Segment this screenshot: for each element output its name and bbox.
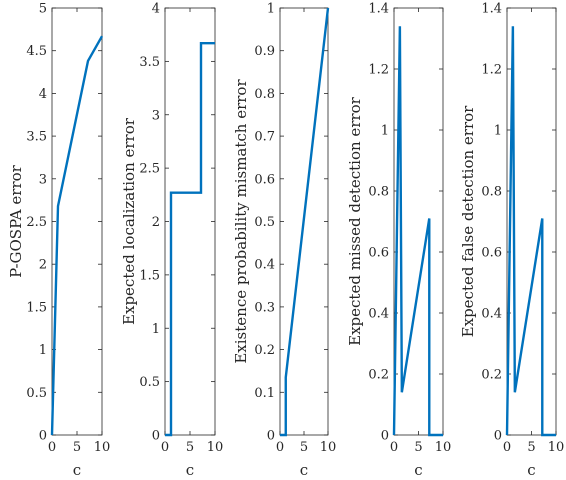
y-axis-label: Expected localization error (120, 117, 138, 325)
y-axis-label: P-GOSPA error (7, 164, 25, 277)
y-tick-label: 1.4 (368, 2, 389, 17)
x-tick-label: 5 (414, 440, 422, 455)
series-line (50, 35, 104, 436)
y-tick-label: 1 (152, 322, 160, 337)
y-tick-label: 4.5 (26, 44, 47, 59)
y-tick-label: 0.2 (481, 368, 502, 383)
subplot-4: 0 0.2 0.4 0.6 0.8 1 1.2 1.4 0 5 10 c Expected missed… (346, 2, 451, 480)
series-line (165, 42, 215, 437)
y-axis-label: Expected missed detection error (346, 96, 364, 346)
y-tick-label: 0.2 (254, 343, 275, 358)
y-tick-label: 1.2 (481, 63, 502, 78)
series-line (505, 26, 556, 437)
y-tick-label: 2 (39, 258, 47, 273)
y-tick-label: 0.3 (254, 300, 275, 315)
y-tick-label: 0.4 (368, 307, 389, 322)
x-tick-label: 10 (435, 440, 452, 455)
subplot-5: 0 0.2 0.4 0.6 0.8 1 1.2 1.4 0 5 10 c Expected false … (459, 2, 564, 480)
y-tick-label: 0.8 (368, 185, 389, 200)
axes-box (164, 7, 216, 436)
y-tick-label: 0.4 (254, 258, 275, 273)
y-tick-label: 0 (381, 429, 389, 444)
y-tick-label: 0.8 (254, 87, 275, 102)
y-tick-label: 4 (152, 2, 160, 17)
x-tick-label: 0 (48, 440, 56, 455)
y-tick-label: 0.5 (26, 386, 47, 401)
y-tick-label: 5 (39, 2, 47, 17)
x-tick-label: 0 (161, 440, 169, 455)
x-tick-label: 5 (527, 440, 535, 455)
y-axis-label: Existence probability mismatch error (232, 79, 250, 364)
y-tick-label: 0.8 (481, 185, 502, 200)
series-line (280, 7, 330, 437)
subplot-2: 0 0.5 1 1.5 2 2.5 3 3.5 4 0 5 10 c Expected localizat… (120, 2, 223, 480)
x-tick-label: 5 (186, 440, 194, 455)
y-tick-label: 3.5 (26, 130, 47, 145)
x-axis-label: c (527, 461, 535, 479)
x-axis-label: c (73, 461, 81, 479)
y-tick-label: 0.6 (254, 172, 275, 187)
x-axis-label: c (186, 461, 194, 479)
x-tick-label: 0 (390, 440, 398, 455)
x-tick-label: 0 (503, 440, 511, 455)
series-line (392, 26, 443, 437)
y-axis-label: Expected false detection error (459, 105, 477, 338)
y-tick-label: 0.6 (368, 246, 389, 261)
x-tick-label: 0 (276, 440, 284, 455)
x-tick-label: 10 (207, 440, 224, 455)
y-tick-label: 1.5 (26, 300, 47, 315)
y-tick-label: 1.2 (368, 63, 389, 78)
x-tick-label: 10 (94, 440, 111, 455)
y-tick-label: 1 (494, 124, 502, 139)
y-tick-label: 1.5 (139, 268, 160, 283)
y-tick-label: 2 (152, 215, 160, 230)
y-tick-label: 0 (152, 429, 160, 444)
y-tick-label: 0.6 (481, 246, 502, 261)
y-tick-label: 1 (267, 2, 275, 17)
y-tick-label: 1.4 (481, 2, 502, 17)
y-tick-label: 0 (267, 429, 275, 444)
subplot-3: 00.10.20.30.40.50.60.70.80.910 5 10cExiste… (232, 2, 336, 480)
y-tick-label: 3 (152, 108, 160, 123)
y-tick-label: 3.5 (139, 55, 160, 70)
y-tick-label: 0.9 (254, 44, 275, 59)
y-tick-label: 0.2 (368, 368, 389, 383)
y-tick-label: 2.5 (26, 215, 47, 230)
y-tick-label: 0.5 (254, 215, 275, 230)
y-tick-label: 0.7 (254, 130, 275, 145)
x-axis-label: c (414, 461, 422, 479)
y-tick-label: 0 (494, 429, 502, 444)
y-tick-label: 0 (39, 429, 47, 444)
axes-box (51, 7, 103, 436)
x-axis-label: c (300, 461, 308, 479)
y-tick-label: 3 (39, 172, 47, 187)
y-tick-label: 1 (39, 343, 47, 358)
y-tick-label: 0.5 (139, 375, 160, 390)
x-tick-label: 10 (320, 440, 337, 455)
y-tick-label: 2.5 (139, 162, 160, 177)
y-tick-label: 0.1 (254, 386, 275, 401)
y-tick-label: 0.4 (481, 307, 502, 322)
y-tick-label: 1 (381, 124, 389, 139)
x-tick-label: 5 (73, 440, 81, 455)
y-tick-label: 4 (39, 87, 47, 102)
subplot-1: 0 0.5 1 1.5 2 2.5 3 3.5 4 4.5 5 0 5 10 c P-GOSPA error (7, 2, 110, 480)
x-tick-label: 5 (300, 440, 308, 455)
x-tick-label: 10 (548, 440, 565, 455)
